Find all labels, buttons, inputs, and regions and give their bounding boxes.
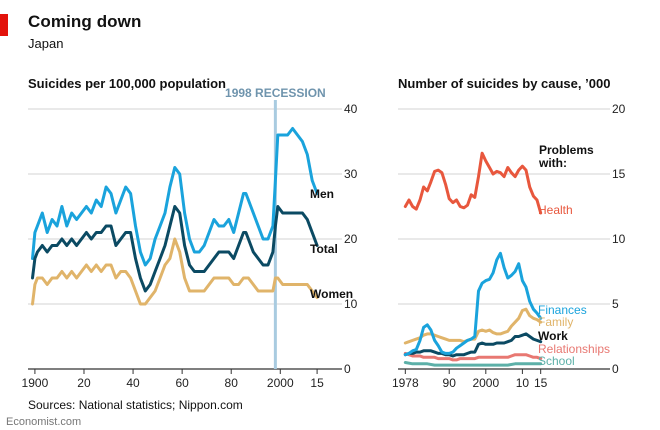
x-tick-label: 80 xyxy=(225,376,239,390)
y-tick-label: 20 xyxy=(344,232,358,246)
y-tick-label: 10 xyxy=(344,297,358,311)
x-tick-label: 1978 xyxy=(392,376,419,390)
series-line-finances xyxy=(403,251,543,357)
y-tick-label: 15 xyxy=(612,167,626,181)
series-line-school xyxy=(403,361,543,367)
right-chart-title: Number of suicides by cause, ’000 xyxy=(398,76,611,91)
y-tick-label: 0 xyxy=(612,362,619,376)
series-line-relationships xyxy=(403,351,543,362)
series-line-men xyxy=(31,127,319,267)
page-title: Coming down xyxy=(28,12,142,31)
x-tick-label: 10 xyxy=(516,376,530,390)
legend-title: Problems with: xyxy=(538,143,594,170)
left-chart: 0 10 20 30 40 1900 20 40 60 80 2000 15 1998 RECESSIO… xyxy=(22,86,358,390)
x-tick-label: 15 xyxy=(534,376,548,390)
legend-title-line-1: Problems xyxy=(539,143,594,157)
series-label-family: Family xyxy=(538,315,573,329)
series-label-school: School xyxy=(538,354,575,368)
x-tick-label: 2000 xyxy=(472,376,499,390)
y-tick-label: 20 xyxy=(612,102,626,116)
x-tick-label: 60 xyxy=(175,376,189,390)
y-tick-label: 10 xyxy=(612,232,626,246)
page-subtitle: Japan xyxy=(28,36,64,51)
x-tick-label: 2000 xyxy=(267,376,294,390)
x-tick-label: 90 xyxy=(443,376,457,390)
x-tick-label: 1900 xyxy=(22,376,49,390)
left-chart-title: Suicides per 100,000 population xyxy=(28,76,226,91)
brand-tag xyxy=(0,14,8,36)
source-note: Sources: National statistics; Nippon.com xyxy=(28,398,243,412)
right-chart: 0 5 10 15 20 1978 90 2000 10 15 Problems with: Healt… xyxy=(392,102,626,390)
x-tick-label: 15 xyxy=(310,376,324,390)
footer-credit: Economist.com xyxy=(6,416,82,428)
series-label-men: Men xyxy=(310,187,334,201)
series-label-work: Work xyxy=(538,329,568,343)
y-tick-label: 40 xyxy=(344,102,358,116)
series-label-relationships: Relationships xyxy=(538,342,610,356)
series-line-total xyxy=(31,205,319,293)
y-tick-label: 0 xyxy=(344,362,351,376)
y-tick-label: 30 xyxy=(344,167,358,181)
series-line-women xyxy=(31,237,319,306)
series-label-health: Health xyxy=(538,203,573,217)
x-tick-label: 40 xyxy=(126,376,140,390)
series-line-health xyxy=(403,151,543,215)
series-label-finances: Finances xyxy=(538,303,587,317)
recession-label: 1998 RECESSION xyxy=(225,86,326,100)
series-label-total: Total xyxy=(310,242,338,256)
y-tick-label: 5 xyxy=(612,297,619,311)
legend-title-line-2: with: xyxy=(538,156,567,170)
series-label-women: Women xyxy=(310,287,353,301)
series-line-work xyxy=(403,332,543,358)
x-tick-label: 20 xyxy=(77,376,91,390)
